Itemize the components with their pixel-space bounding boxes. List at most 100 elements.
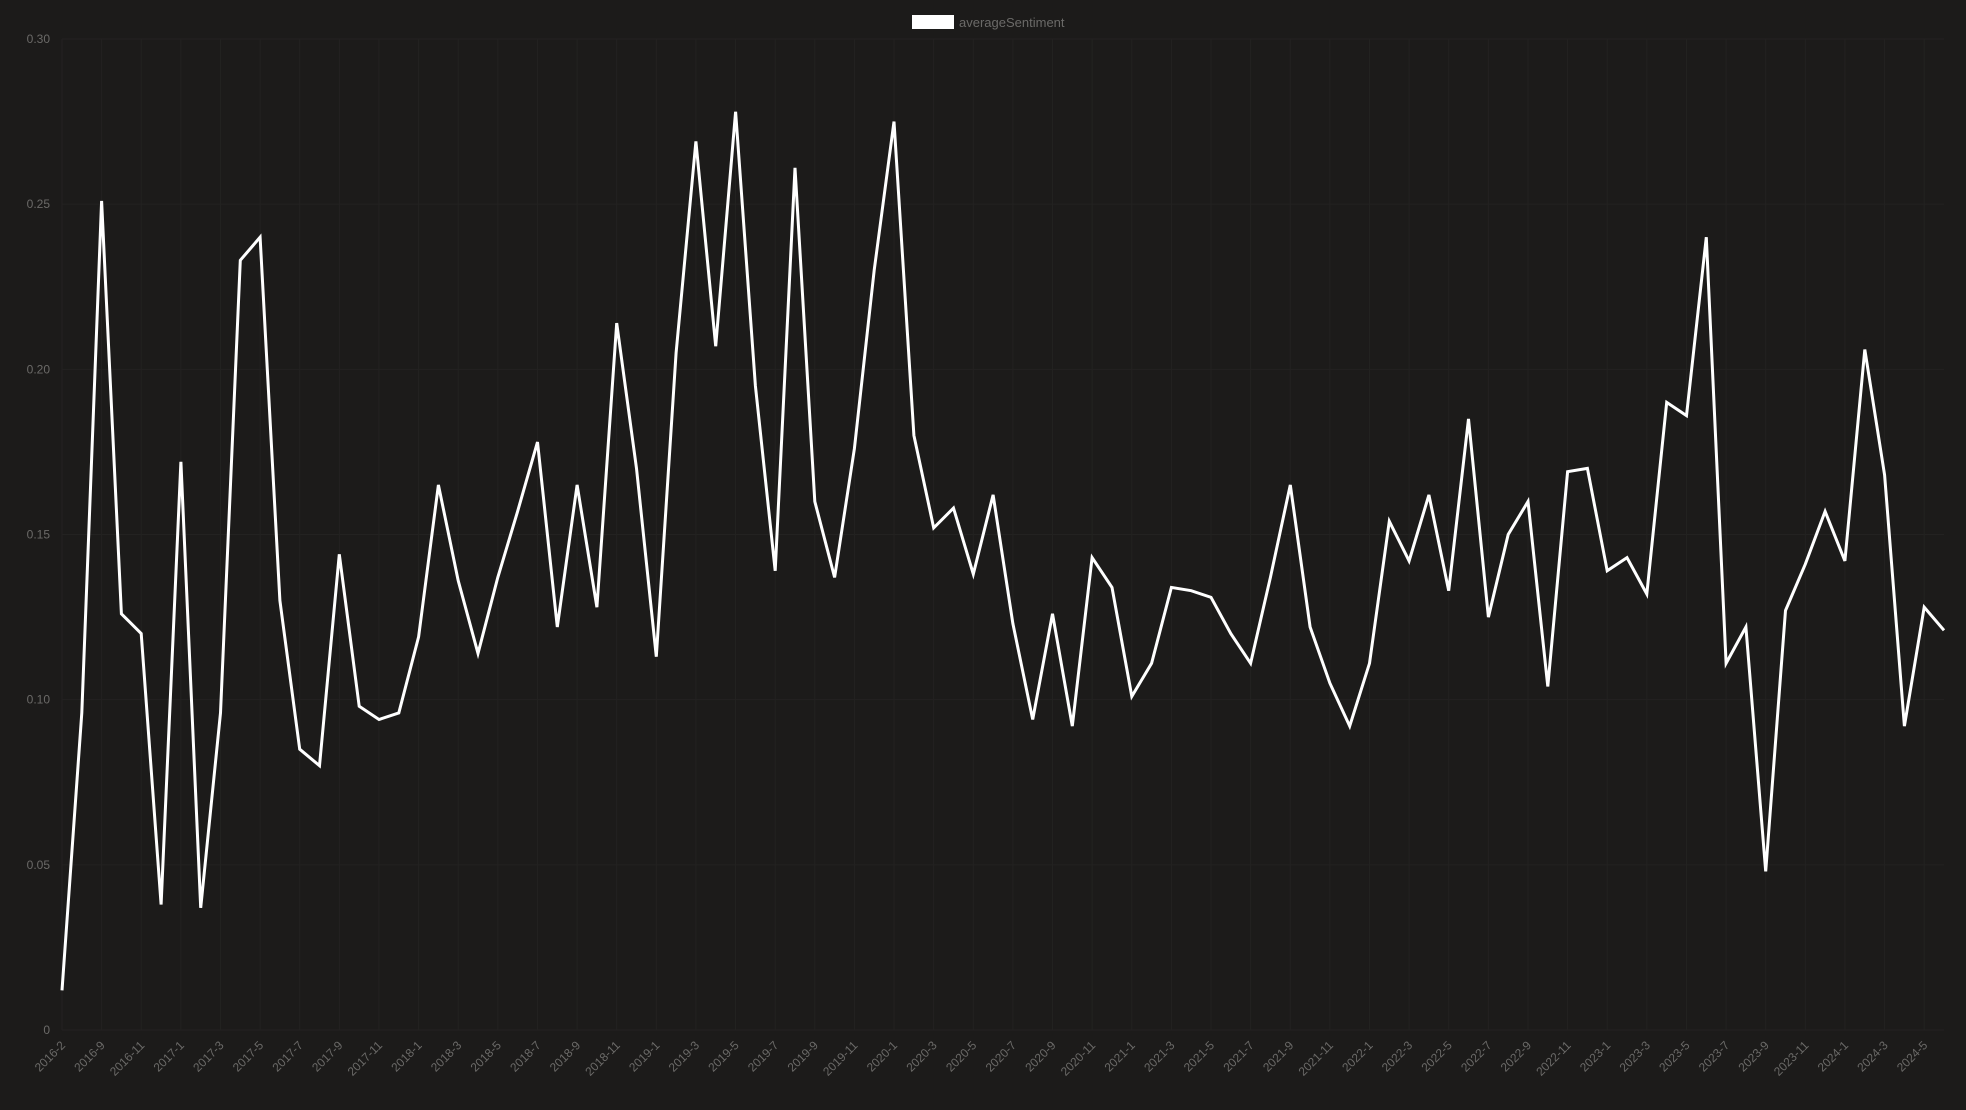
data-point[interactable] [1681, 411, 1691, 421]
legend-swatch[interactable] [912, 15, 954, 29]
data-point[interactable] [1147, 658, 1157, 668]
data-point[interactable] [1840, 556, 1850, 566]
data-point[interactable] [1444, 586, 1454, 596]
data-point[interactable] [1166, 582, 1176, 592]
data-point[interactable] [731, 107, 741, 117]
data-point[interactable] [1662, 397, 1672, 407]
data-point[interactable] [612, 318, 622, 328]
data-point[interactable] [1364, 658, 1374, 668]
data-point[interactable] [275, 596, 285, 606]
data-point[interactable] [1483, 612, 1493, 622]
data-point[interactable] [830, 572, 840, 582]
data-point[interactable] [948, 503, 958, 513]
data-point[interactable] [255, 232, 265, 242]
data-point[interactable] [1701, 232, 1711, 242]
data-point[interactable] [116, 609, 126, 619]
data-point[interactable] [929, 523, 939, 533]
data-point[interactable] [1602, 566, 1612, 576]
data-point[interactable] [433, 480, 443, 490]
data-point[interactable] [1800, 559, 1810, 569]
legend-label-averagesentiment[interactable]: averageSentiment [959, 15, 1065, 30]
data-point[interactable] [711, 341, 721, 351]
data-point[interactable] [750, 381, 760, 391]
data-point[interactable] [1127, 691, 1137, 701]
data-point[interactable] [849, 444, 859, 454]
data-point[interactable] [354, 701, 364, 711]
data-point[interactable] [1721, 658, 1731, 668]
data-point[interactable] [632, 463, 642, 473]
data-point[interactable] [1028, 714, 1038, 724]
data-point[interactable] [909, 430, 919, 440]
data-point[interactable] [790, 163, 800, 173]
data-point[interactable] [394, 708, 404, 718]
data-point[interactable] [295, 744, 305, 754]
data-point[interactable] [176, 457, 186, 467]
data-point[interactable] [1226, 629, 1236, 639]
data-point[interactable] [1899, 721, 1909, 731]
data-point[interactable] [770, 566, 780, 576]
data-point[interactable] [374, 714, 384, 724]
series-line-averagesentiment[interactable] [60, 111, 1946, 991]
data-point[interactable] [513, 506, 523, 516]
data-point[interactable] [414, 632, 424, 642]
data-point[interactable] [532, 437, 542, 447]
data-point[interactable] [869, 265, 879, 275]
data-point[interactable] [1880, 470, 1890, 480]
data-point[interactable] [473, 648, 483, 658]
data-point[interactable] [1582, 463, 1592, 473]
data-point[interactable] [1860, 345, 1870, 355]
data-point[interactable] [235, 255, 245, 265]
data-point[interactable] [968, 569, 978, 579]
data-point[interactable] [889, 117, 899, 127]
data-point[interactable] [651, 652, 661, 662]
data-point[interactable] [1087, 553, 1097, 563]
data-point[interactable] [552, 622, 562, 632]
data-point[interactable] [156, 899, 166, 909]
data-point[interactable] [215, 708, 225, 718]
data-point[interactable] [315, 761, 325, 771]
data-point[interactable] [1741, 622, 1751, 632]
data-point[interactable] [1325, 678, 1335, 688]
data-point[interactable] [1246, 658, 1256, 668]
data-point[interactable] [691, 136, 701, 146]
data-point[interactable] [1523, 496, 1533, 506]
data-point[interactable] [1503, 530, 1513, 540]
data-point[interactable] [1464, 414, 1474, 424]
data-point[interactable] [196, 903, 206, 913]
data-point[interactable] [1345, 721, 1355, 731]
data-point[interactable] [1781, 605, 1791, 615]
data-point[interactable] [1107, 582, 1117, 592]
data-point[interactable] [334, 549, 344, 559]
data-point[interactable] [671, 348, 681, 358]
data-point[interactable] [1424, 490, 1434, 500]
data-point[interactable] [592, 602, 602, 612]
data-point[interactable] [572, 480, 582, 490]
data-point[interactable] [493, 572, 503, 582]
data-point[interactable] [1761, 866, 1771, 876]
data-point[interactable] [1048, 609, 1058, 619]
data-point[interactable] [1642, 589, 1652, 599]
data-point[interactable] [136, 629, 146, 639]
data-point[interactable] [1939, 625, 1949, 635]
data-point[interactable] [1265, 572, 1275, 582]
data-point[interactable] [1206, 592, 1216, 602]
data-point[interactable] [1186, 586, 1196, 596]
data-point[interactable] [97, 196, 107, 206]
data-point[interactable] [1305, 622, 1315, 632]
data-point[interactable] [77, 708, 87, 718]
data-point[interactable] [1622, 553, 1632, 563]
data-point[interactable] [57, 985, 67, 995]
data-point[interactable] [1404, 556, 1414, 566]
data-point[interactable] [1067, 721, 1077, 731]
data-point[interactable] [1919, 602, 1929, 612]
data-point[interactable] [1820, 506, 1830, 516]
data-point[interactable] [1384, 516, 1394, 526]
data-point[interactable] [1008, 619, 1018, 629]
data-point[interactable] [810, 496, 820, 506]
data-point[interactable] [1563, 467, 1573, 477]
data-point[interactable] [453, 576, 463, 586]
data-point[interactable] [1285, 480, 1295, 490]
legend[interactable]: averageSentiment [912, 15, 1065, 30]
data-point[interactable] [1543, 681, 1553, 691]
data-point[interactable] [988, 490, 998, 500]
